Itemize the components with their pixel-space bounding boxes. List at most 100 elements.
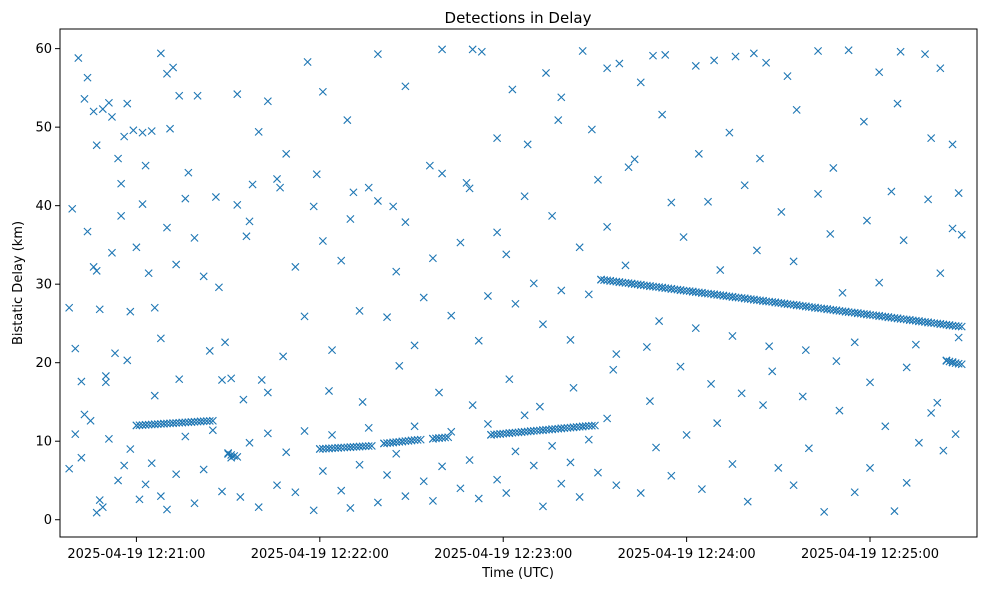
scatter-point xyxy=(221,338,230,347)
scatter-point xyxy=(211,193,220,202)
scatter-point xyxy=(199,417,208,426)
scatter-point xyxy=(144,269,153,278)
scatter-point xyxy=(887,187,896,196)
scatter-point xyxy=(355,306,364,315)
scatter-point xyxy=(477,47,486,56)
scatter-point xyxy=(465,184,474,193)
scatter-point xyxy=(236,492,245,501)
chart-title: Detections in Delay xyxy=(445,9,592,27)
scatter-point xyxy=(505,375,514,384)
scatter-point xyxy=(233,200,242,209)
scatter-point xyxy=(679,233,688,242)
scatter-point xyxy=(196,417,205,426)
scatter-point xyxy=(435,433,444,442)
scatter-point xyxy=(835,406,844,415)
scatter-point xyxy=(765,342,774,351)
scatter-point xyxy=(92,141,101,150)
scatter-point xyxy=(132,421,141,430)
scatter-point xyxy=(505,429,514,437)
scatter-point xyxy=(101,378,110,387)
y-tick-label: 20 xyxy=(35,356,52,371)
scatter-point xyxy=(83,73,92,82)
scatter-point xyxy=(138,421,147,430)
scatter-point xyxy=(89,262,98,271)
scatter-point xyxy=(309,506,318,515)
scatter-point xyxy=(578,46,587,55)
y-axis-title: Bistatic Delay (km) xyxy=(11,221,26,345)
scatter-point xyxy=(138,128,147,137)
scatter-point xyxy=(661,50,670,59)
scatter-point xyxy=(792,105,801,114)
scatter-point xyxy=(483,291,492,300)
scatter-point xyxy=(710,56,719,65)
scatter-point xyxy=(502,250,511,259)
scatter-point xyxy=(169,419,178,428)
scatter-point xyxy=(117,211,126,220)
scatter-point xyxy=(728,332,737,340)
scatter-point xyxy=(181,432,190,441)
scatter-point xyxy=(254,503,263,512)
scatter-point xyxy=(205,416,214,425)
scatter-point xyxy=(86,416,95,425)
scatter-point xyxy=(676,362,685,371)
scatter-point xyxy=(337,443,346,452)
scatter-point xyxy=(364,183,373,192)
scatter-point xyxy=(752,246,761,255)
scatter-point xyxy=(141,161,150,170)
scatter-point xyxy=(190,499,199,508)
scatter-point xyxy=(927,134,936,143)
scatter-point xyxy=(248,180,257,189)
scatter-point xyxy=(493,228,502,237)
scatter-point xyxy=(462,178,471,187)
scatter-point xyxy=(557,286,566,295)
y-tick-label: 60 xyxy=(35,42,52,57)
scatter-point xyxy=(468,45,477,54)
scatter-point xyxy=(300,427,309,435)
scatter-point xyxy=(612,350,621,359)
scatter-point xyxy=(367,441,376,450)
scatter-point xyxy=(410,436,419,445)
scatter-point xyxy=(83,227,92,236)
scatter-point xyxy=(126,307,135,316)
scatter-point xyxy=(927,408,936,417)
scatter-point xyxy=(89,107,98,116)
scatter-point xyxy=(147,127,156,136)
scatter-point xyxy=(175,375,184,384)
scatter-point xyxy=(257,375,266,384)
scatter-point xyxy=(80,410,89,419)
scatter-point xyxy=(948,358,957,367)
scatter-point xyxy=(159,419,168,428)
scatter-point xyxy=(826,229,835,238)
scatter-point xyxy=(300,312,309,321)
scatter-point xyxy=(71,430,80,439)
scatter-point xyxy=(838,288,847,297)
scatter-point xyxy=(205,346,214,355)
scatter-point xyxy=(361,442,370,451)
scatter-point xyxy=(951,430,960,439)
scatter-point xyxy=(468,401,477,410)
scatter-point xyxy=(483,419,492,428)
scatter-point xyxy=(318,444,327,453)
scatter-point xyxy=(65,464,74,473)
scatter-point xyxy=(529,461,538,470)
scatter-point xyxy=(208,416,217,425)
scatter-point xyxy=(392,267,401,276)
scatter-point xyxy=(804,444,813,453)
scatter-point xyxy=(902,478,911,487)
x-tick-label: 2025-04-19 12:21:00 xyxy=(67,547,205,562)
scatter-point xyxy=(98,503,107,512)
scatter-point xyxy=(318,87,327,96)
scatter-point xyxy=(349,442,358,451)
scatter-point xyxy=(147,459,156,468)
scatter-point xyxy=(508,85,517,94)
scatter-point xyxy=(511,299,520,308)
scatter-point xyxy=(279,352,288,361)
scatter-point xyxy=(156,419,165,428)
scatter-point xyxy=(890,507,899,516)
scatter-point xyxy=(77,453,86,462)
scatter-point xyxy=(410,422,419,431)
scatter-point xyxy=(624,163,633,172)
scatter-point xyxy=(199,272,208,281)
scatter-point xyxy=(364,423,373,432)
x-tick-label: 2025-04-19 12:23:00 xyxy=(434,547,572,562)
